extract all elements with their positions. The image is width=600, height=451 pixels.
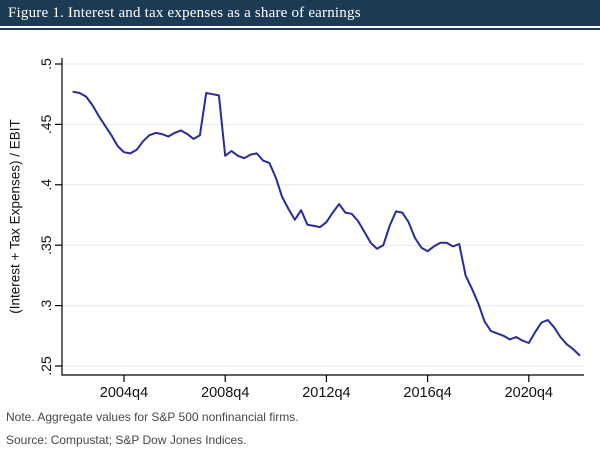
svg-text:.3: .3 xyxy=(38,300,54,312)
svg-text:.25: .25 xyxy=(38,356,54,376)
note-text: Note. Aggregate values for S&P 500 nonfi… xyxy=(6,410,299,424)
y-gridlines xyxy=(62,63,584,367)
svg-text:2012q4: 2012q4 xyxy=(302,385,350,401)
svg-text:2004q4: 2004q4 xyxy=(100,385,148,401)
header-rule xyxy=(0,28,600,30)
svg-text:2016q4: 2016q4 xyxy=(403,385,451,401)
axis-ticks xyxy=(55,63,530,382)
svg-text:.4: .4 xyxy=(38,179,54,191)
svg-text:.45: .45 xyxy=(38,114,54,134)
svg-text:2008q4: 2008q4 xyxy=(201,385,249,401)
figure-header-bar: Figure 1. Interest and tax expenses as a… xyxy=(0,0,600,26)
svg-text:2020q4: 2020q4 xyxy=(505,385,553,401)
svg-text:.5: .5 xyxy=(38,58,54,70)
source-text: Source: Compustat; S&P Dow Jones Indices… xyxy=(6,433,247,447)
figure-title: Figure 1. Interest and tax expenses as a… xyxy=(8,5,361,21)
y-axis-title: (Interest + Tax Expenses) / EBIT xyxy=(8,119,23,313)
data-line xyxy=(72,90,581,357)
x-tick-labels: 2004q4 2008q4 2012q4 2016q4 2020q4 xyxy=(100,385,553,401)
svg-text:.35: .35 xyxy=(38,235,54,255)
y-tick-labels: .25 .3 .35 .4 .45 .5 xyxy=(38,58,54,376)
axis-lines xyxy=(61,58,584,376)
